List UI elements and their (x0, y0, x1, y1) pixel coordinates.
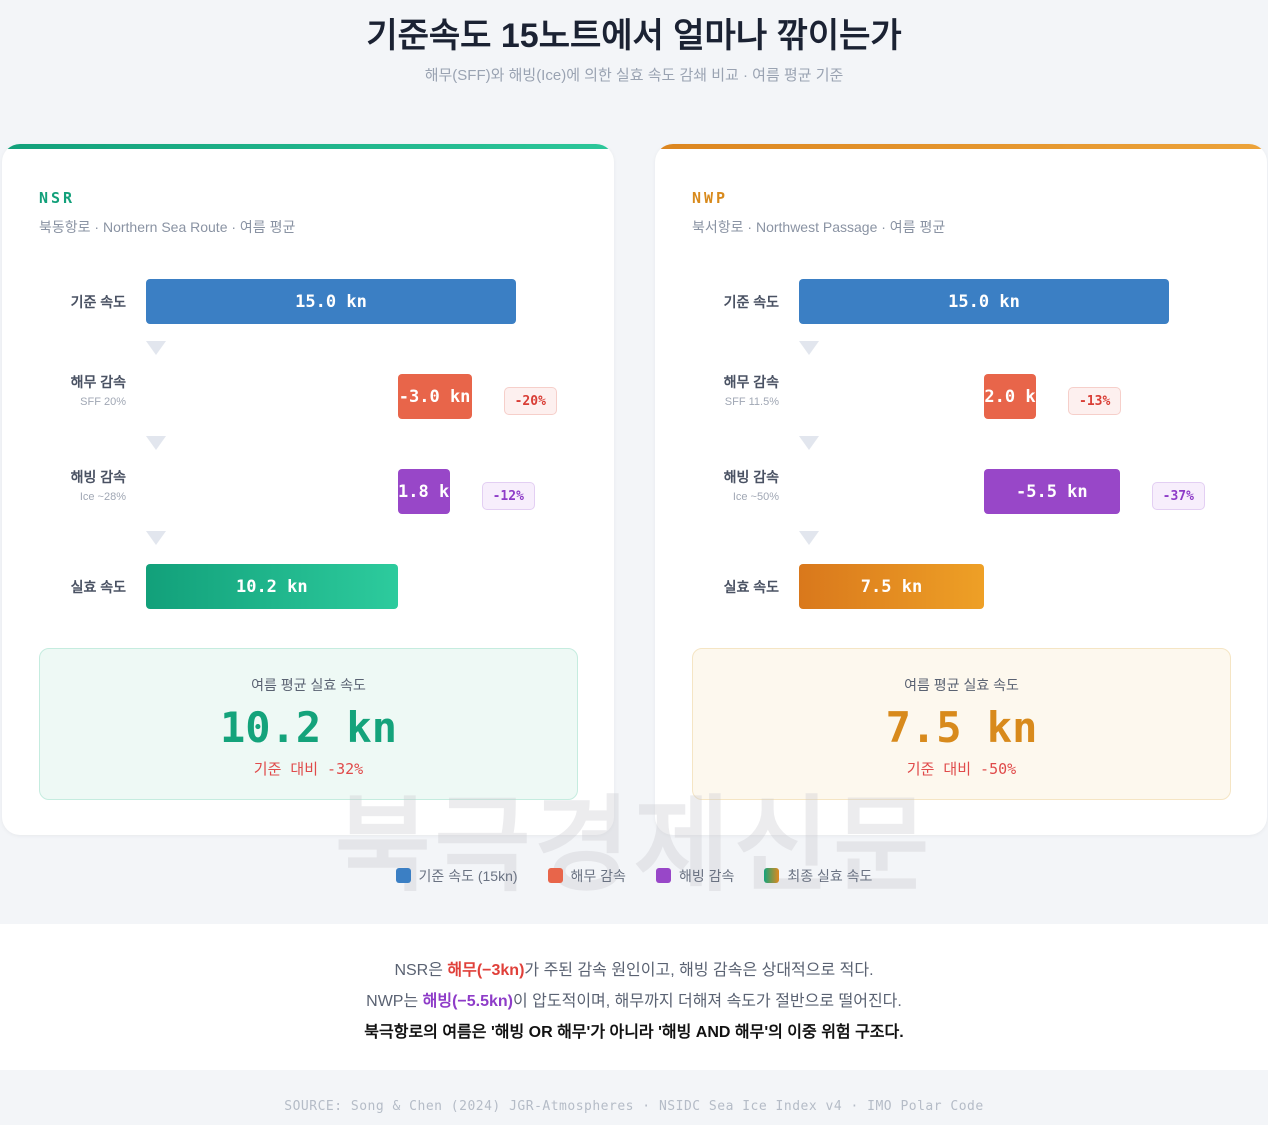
row-label-text: 해무 감속 (723, 374, 779, 390)
row-fog: 해무 감속 SFF 20% -3.0 kn -20% (2, 374, 614, 420)
row-sublabel: Ice ~50% (732, 491, 779, 503)
summary-delta: 기준 대비 -50% (906, 760, 1017, 778)
down-arrow-icon (799, 531, 819, 545)
legend-swatch (395, 868, 411, 883)
route-code: NSR (39, 189, 76, 207)
bar-ice: -5.5 kn (984, 469, 1120, 514)
legend-swatch (764, 868, 780, 883)
legend-label: 기준 속도 (15kn) (418, 868, 518, 884)
row-sublabel: Ice ~28% (79, 491, 126, 503)
legend-label: 해무 감속 (570, 868, 626, 884)
bar-ice: -1.8 kn (397, 469, 450, 514)
row-sublabel: SFF 20% (80, 396, 126, 408)
percent-badge: -13% (1068, 387, 1122, 415)
note-text: 이 압도적이며, 해무까지 더해져 속도가 절반으로 떨어진다. (513, 993, 902, 1010)
bar-effective: 7.5 kn (799, 564, 984, 609)
source-text: SOURCE: Song & Chen (2024) JGR-Atmospher… (284, 1099, 984, 1114)
down-arrow-icon (799, 341, 819, 355)
note-text: NWP는 (366, 993, 423, 1010)
note-text: 가 주된 감속 원인이고, 해빙 감속은 상대적으로 적다. (524, 962, 874, 979)
insight-note: NSR은 해무(−3kn)가 주된 감속 원인이고, 해빙 감속은 상대적으로 … (0, 924, 1268, 1070)
legend-label: 해빙 감속 (678, 868, 735, 884)
legend-swatch (547, 868, 563, 883)
route-card-nsr: NSR 북동항로 · Northern Sea Route · 여름 평균 기준… (2, 144, 614, 835)
down-arrow-icon (146, 436, 166, 450)
legend-item-ice: 해빙 감속 (655, 866, 735, 886)
row-label-text: 실효 속도 (723, 579, 779, 595)
row-label: 실효 속도 (71, 577, 126, 597)
route-code: NWP (692, 189, 729, 207)
legend: 기준 속도 (15kn) 해무 감속 해빙 감속 최종 실효 속도 (0, 866, 1268, 886)
row-label: 해무 감속 SFF 11.5% (724, 372, 779, 408)
row-ice: 해빙 감속 Ice ~50% -5.5 kn -37% (655, 469, 1267, 515)
down-arrow-icon (146, 531, 166, 545)
row-label-text: 기준 속도 (723, 294, 779, 310)
legend-item-base: 기준 속도 (15kn) (395, 866, 518, 886)
row-base: 기준 속도 15.0 kn (2, 279, 614, 325)
legend-swatch (655, 868, 671, 883)
row-label-text: 기준 속도 (70, 294, 126, 310)
bar-base: 15.0 kn (799, 279, 1169, 324)
route-description: 북동항로 · Northern Sea Route · 여름 평균 (39, 219, 296, 235)
row-label-text: 실효 속도 (70, 579, 126, 595)
note-line-2: NWP는 해빙(−5.5kn)이 압도적이며, 해무까지 더해져 속도가 절반으… (0, 986, 1268, 1017)
note-line-1: NSR은 해무(−3kn)가 주된 감속 원인이고, 해빙 감속은 상대적으로 … (0, 955, 1268, 986)
bar-fog: -2.0 kn (984, 374, 1036, 419)
legend-label: 최종 실효 속도 (787, 868, 873, 884)
bar-fog: -3.0 kn (397, 374, 472, 419)
row-effective: 실효 속도 7.5 kn (655, 564, 1267, 610)
legend-item-fog: 해무 감속 (547, 866, 626, 886)
row-label: 기준 속도 (71, 292, 126, 312)
summary-delta: 기준 대비 -32% (253, 760, 364, 778)
row-effective: 실효 속도 10.2 kn (2, 564, 614, 610)
note-highlight-fog: 해무(−3kn) (447, 962, 525, 979)
row-label: 해빙 감속 Ice ~28% (71, 467, 126, 503)
row-label-text: 해빙 감속 (70, 469, 126, 485)
summary-label: 여름 평균 실효 속도 (251, 677, 366, 693)
row-sublabel: SFF 11.5% (724, 396, 779, 408)
row-label: 해빙 감속 Ice ~50% (724, 467, 779, 503)
route-card-nwp: NWP 북서항로 · Northwest Passage · 여름 평균 기준 … (655, 144, 1267, 835)
percent-badge: -12% (481, 482, 535, 510)
row-label: 해무 감속 SFF 20% (71, 372, 126, 408)
summary-label: 여름 평균 실효 속도 (904, 677, 1019, 693)
page-subtitle: 해무(SFF)와 해빙(Ice)에 의한 실효 속도 감쇄 비교 · 여름 평균… (424, 67, 844, 84)
summary-box: 여름 평균 실효 속도 10.2 kn 기준 대비 -32% (39, 648, 578, 800)
page-title: 기준속도 15노트에서 얼마나 깎이는가 (366, 17, 902, 55)
note-line-3: 북극항로의 여름은 '해빙 OR 해무'가 아니라 '해빙 AND 해무'의 이… (364, 1024, 904, 1041)
card-accent-bar (2, 144, 614, 149)
row-label-text: 해빙 감속 (723, 469, 779, 485)
legend-item-effective: 최종 실효 속도 (764, 866, 872, 886)
summary-value: 7.5 kn (885, 703, 1038, 752)
row-fog: 해무 감속 SFF 11.5% -2.0 kn -13% (655, 374, 1267, 420)
row-label: 실효 속도 (724, 577, 779, 597)
bar-effective: 10.2 kn (146, 564, 398, 609)
note-text: NSR은 (394, 962, 448, 979)
percent-badge: -20% (503, 387, 557, 415)
summary-box: 여름 평균 실효 속도 7.5 kn 기준 대비 -50% (692, 648, 1231, 800)
summary-value: 10.2 kn (219, 703, 397, 752)
row-base: 기준 속도 15.0 kn (655, 279, 1267, 325)
down-arrow-icon (799, 436, 819, 450)
card-accent-bar (655, 144, 1267, 149)
row-label: 기준 속도 (724, 292, 779, 312)
row-label-text: 해무 감속 (70, 374, 126, 390)
percent-badge: -37% (1151, 482, 1205, 510)
bar-base: 15.0 kn (146, 279, 516, 324)
row-ice: 해빙 감속 Ice ~28% -1.8 kn -12% (2, 469, 614, 515)
route-description: 북서항로 · Northwest Passage · 여름 평균 (692, 219, 946, 235)
down-arrow-icon (146, 341, 166, 355)
note-highlight-ice: 해빙(−5.5kn) (422, 993, 513, 1010)
